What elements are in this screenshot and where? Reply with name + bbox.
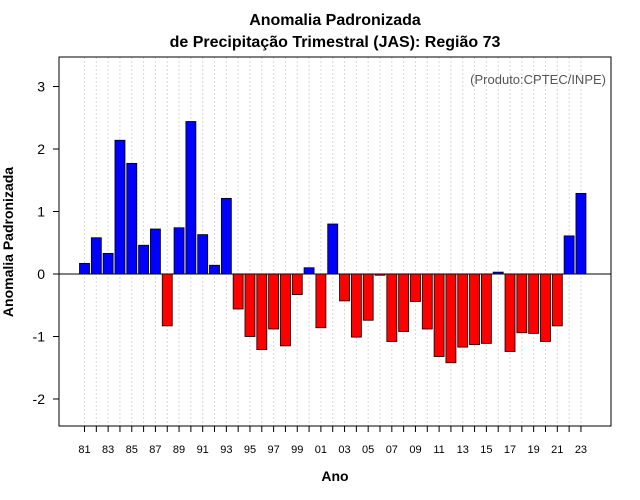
y-tick-label: 3 bbox=[37, 79, 45, 95]
bar-1991 bbox=[197, 234, 209, 275]
bar-1996 bbox=[256, 273, 268, 351]
bar-1992 bbox=[209, 264, 220, 275]
bar-2011 bbox=[433, 273, 445, 357]
bar-2019 bbox=[528, 273, 540, 334]
bar-2016 bbox=[492, 271, 504, 275]
y-tick-label: 2 bbox=[37, 141, 45, 157]
bar-1999 bbox=[291, 273, 303, 296]
bar-2003 bbox=[339, 273, 350, 302]
x-tick-label: 21 bbox=[551, 444, 563, 456]
bar-layer bbox=[79, 121, 587, 364]
bar-2022 bbox=[563, 235, 575, 275]
bar-1994 bbox=[232, 273, 244, 310]
y-tick-label: 1 bbox=[37, 204, 45, 220]
x-tick-label: 97 bbox=[267, 444, 279, 456]
x-tick-label: 11 bbox=[433, 444, 444, 456]
x-tick-label: 89 bbox=[173, 444, 185, 456]
bar-1993 bbox=[220, 197, 232, 275]
y-axis-label: Anomalia Padronizada bbox=[0, 167, 16, 317]
bar-2008 bbox=[398, 273, 410, 332]
x-tick-label: 03 bbox=[338, 444, 350, 456]
x-tick-label: 91 bbox=[197, 444, 209, 456]
bar-1990 bbox=[185, 121, 197, 275]
bar-2006 bbox=[374, 273, 386, 276]
bar-2020 bbox=[540, 273, 551, 342]
bar-1987 bbox=[150, 228, 161, 275]
bar-2010 bbox=[421, 273, 433, 330]
x-tick-label: 95 bbox=[244, 444, 256, 456]
bar-1997 bbox=[268, 273, 280, 330]
x-axis: 81 83 85 87 89 91 93 95 97 99 01 03 05 07 09 11 13 15 17 19… bbox=[78, 426, 587, 456]
credit-label: (Produto:CPTEC/INPE) bbox=[470, 72, 606, 87]
bar-2018 bbox=[516, 273, 528, 334]
bar-2015 bbox=[480, 273, 492, 344]
x-tick-label: 23 bbox=[575, 444, 587, 456]
x-tick-label: 05 bbox=[362, 444, 374, 456]
bar-2013 bbox=[457, 273, 469, 348]
bar-2012 bbox=[445, 273, 457, 364]
bar-2005 bbox=[362, 273, 374, 321]
y-tick-label: -1 bbox=[33, 329, 46, 345]
bar-1985 bbox=[126, 162, 138, 275]
x-tick-label: 07 bbox=[386, 444, 398, 456]
bar-2014 bbox=[469, 273, 480, 346]
bar-2023 bbox=[575, 192, 587, 275]
y-tick-label: 0 bbox=[37, 266, 45, 282]
y-axis: -2 -1 0 1 2 3 bbox=[33, 79, 60, 407]
bar-2009 bbox=[410, 273, 421, 302]
bar-1986 bbox=[138, 244, 150, 275]
y-tick-label: -2 bbox=[33, 391, 46, 407]
x-tick-label: 83 bbox=[102, 444, 114, 456]
x-tick-label: 93 bbox=[220, 444, 232, 456]
bar-1982 bbox=[90, 237, 102, 275]
x-axis-label: Ano bbox=[321, 468, 348, 484]
bar-2017 bbox=[504, 273, 516, 352]
bar-2007 bbox=[386, 273, 398, 342]
bar-1998 bbox=[280, 273, 291, 347]
x-tick-label: 13 bbox=[457, 444, 469, 456]
bar-1983 bbox=[102, 252, 114, 275]
bar-1984 bbox=[114, 139, 126, 275]
x-tick-label: 17 bbox=[504, 444, 516, 456]
bar-2000 bbox=[303, 267, 315, 275]
x-tick-label: 15 bbox=[480, 444, 492, 456]
bar-2002 bbox=[327, 223, 339, 275]
x-tick-label: 81 bbox=[78, 444, 90, 456]
bar-1995 bbox=[244, 273, 256, 337]
bar-2021 bbox=[551, 273, 563, 327]
x-tick-label: 09 bbox=[409, 444, 421, 456]
x-tick-label: 19 bbox=[528, 444, 540, 456]
chart-title-line1: Anomalia Padronizada bbox=[249, 12, 421, 29]
bar-1981 bbox=[79, 262, 90, 275]
bar-2001 bbox=[315, 273, 327, 329]
x-tick-label: 85 bbox=[126, 444, 138, 456]
bar-1988 bbox=[161, 273, 173, 327]
x-tick-label: 99 bbox=[291, 444, 303, 456]
bar-1989 bbox=[173, 227, 185, 275]
bar-2004 bbox=[350, 273, 362, 338]
x-tick-label: 01 bbox=[315, 444, 327, 456]
x-tick-label: 87 bbox=[149, 444, 161, 456]
chart-title-line2: de Precipitação Trimestral (JAS): Região… bbox=[170, 34, 501, 51]
